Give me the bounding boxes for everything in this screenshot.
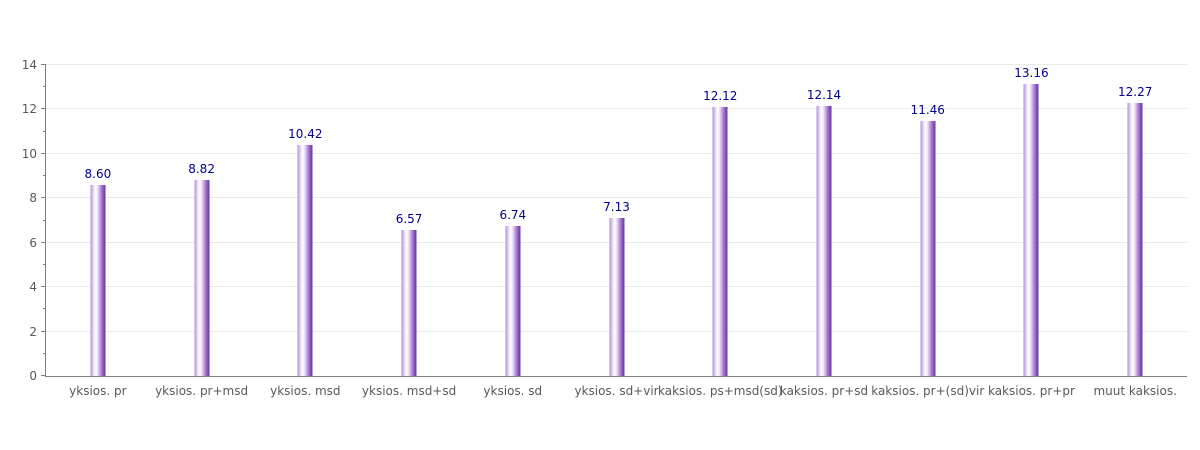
bars-row: 8.60 yksios. pr 8.82 yksios. pr+msd 10.42 yks… [46,65,1187,398]
bar-value-label: 12.14 [806,88,842,103]
x-axis-category-label: kaksios. pr+sd [779,384,869,398]
bar-slot: 6.74 yksios. sd [461,65,565,398]
y-axis-minor-tick [43,175,46,177]
bar-slot: 7.13 yksios. sd+vir [565,65,669,398]
bar [297,144,313,376]
bar [194,180,210,376]
y-axis-tick-label: 6 [29,235,37,250]
bar [920,121,936,376]
bar-slot: 6.57 yksios. msd+sd [357,65,461,398]
bar-value-label: 6.57 [395,212,423,227]
bar-value-label: 10.42 [288,126,323,141]
y-axis-major-tick [41,108,46,110]
y-axis-minor-tick [43,219,46,221]
y-axis-minor-tick [43,130,46,132]
y-axis-major-tick [41,152,46,154]
x-axis-category-label: kaksios. ps+msd(sd) [657,384,783,398]
y-axis-minor-tick [43,352,46,354]
y-axis-minor-tick [43,308,46,310]
bar [816,106,832,376]
y-axis-tick-label: 14 [21,58,37,72]
y-axis-tick-label: 12 [21,102,37,117]
bar [505,226,521,376]
y-axis-tick-label: 2 [29,324,37,339]
y-axis-minor-tick [43,263,46,265]
x-axis-category-label: yksios. pr [69,384,127,398]
x-axis-category-label: yksios. sd+vir [574,384,659,398]
y-axis-major-tick [41,286,46,288]
y-axis-major-tick [41,241,46,243]
y-axis-tick-label: 8 [29,191,37,206]
y-axis-tick-label: 0 [29,369,37,383]
gridline [46,152,1187,154]
y-axis-major-tick [41,375,46,376]
bar [90,184,106,376]
bar-value-label: 8.82 [188,162,215,177]
y-axis-major-tick [41,330,46,332]
y-axis-major-tick [41,197,46,199]
y-axis-tick-label: 4 [29,280,37,295]
bar-value-label: 6.74 [499,208,527,223]
x-axis-category-label: yksios. msd [270,384,341,398]
x-axis-category-label: yksios. sd [483,384,543,398]
bar [609,217,625,376]
bar [712,106,728,376]
x-axis-category-label: yksios. pr+msd [155,384,249,398]
bar-slot: 10.42 yksios. msd [253,65,357,398]
plot-area: 0 2 4 6 8 10 12 14 8.60 yksios. pr 8.82 yksios. pr… [22,58,1187,398]
bar-value-label: 7.13 [603,199,630,214]
bar-slot: 12.12 kaksios. ps+msd(sd) [658,65,783,398]
bar-slot: 11.46 kaksios. pr+(sd)vir [871,65,984,398]
bar-value-label: 12.27 [1118,85,1153,100]
x-axis-category-label: kaksios. pr+(sd)vir [871,384,985,398]
bar-value-label: 13.16 [1014,65,1049,80]
x-axis-category-label: muut kaksios. [1093,384,1177,398]
bar-value-label: 12.12 [703,88,738,103]
bar-slot: 12.14 kaksios. pr+sd [772,65,876,398]
bar [1127,103,1143,376]
bar-slot: 8.82 yksios. pr+msd [150,65,254,398]
bar-value-label: 11.46 [910,103,945,118]
bar [1023,83,1039,376]
x-axis-category-label: kaksios. pr+pr [987,384,1075,398]
bar-slot: 8.60 yksios. pr [46,65,150,398]
gridline [46,197,1187,199]
gridline [46,108,1187,110]
y-axis-tick-label: 10 [21,146,37,161]
bar-slot: 12.27 muut kaksios. [1083,65,1187,398]
bar [401,230,417,376]
bar-slot: 13.16 kaksios. pr+pr [980,65,1084,398]
bar-value-label: 8.60 [84,166,112,181]
y-axis-minor-tick [43,86,46,88]
gridline [46,64,1187,65]
y-axis-major-tick [41,64,46,65]
x-axis-category-label: yksios. msd+sd [361,384,457,398]
